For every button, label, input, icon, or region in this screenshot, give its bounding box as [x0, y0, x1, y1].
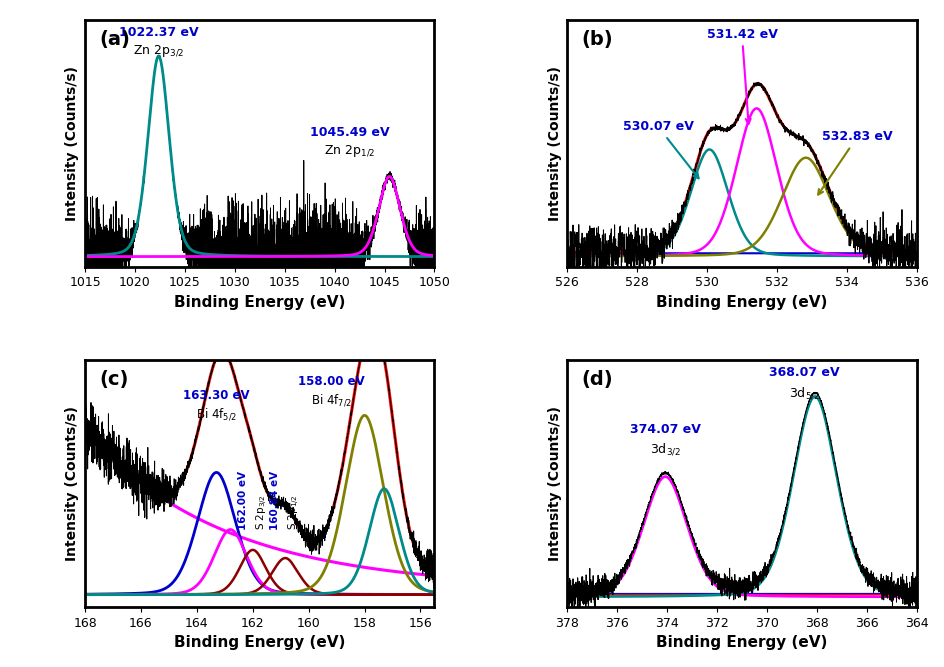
Text: Zn 2p$_{1/2}$: Zn 2p$_{1/2}$: [324, 144, 375, 159]
X-axis label: Binding Energy (eV): Binding Energy (eV): [655, 635, 827, 650]
Text: 530.07 eV: 530.07 eV: [622, 120, 698, 178]
Y-axis label: Intensity (Counts/s): Intensity (Counts/s): [65, 406, 79, 561]
Text: 532.83 eV: 532.83 eV: [818, 130, 892, 195]
Text: 1022.37 eV: 1022.37 eV: [119, 26, 198, 39]
X-axis label: Binding Energy (eV): Binding Energy (eV): [655, 295, 827, 310]
Y-axis label: Intensity (Counts/s): Intensity (Counts/s): [548, 66, 561, 221]
Text: Zn 2p$_{3/2}$: Zn 2p$_{3/2}$: [133, 43, 184, 59]
X-axis label: Binding Energy (eV): Binding Energy (eV): [174, 635, 346, 650]
Y-axis label: Intensity (Counts/s): Intensity (Counts/s): [65, 66, 79, 221]
Text: 3d$_{5/2}$: 3d$_{5/2}$: [788, 386, 818, 401]
Text: 1045.49 eV: 1045.49 eV: [310, 126, 389, 139]
Text: S 2p$_{1/2}$: S 2p$_{1/2}$: [287, 494, 302, 530]
Text: S 2p$_{3/2}$: S 2p$_{3/2}$: [255, 494, 270, 530]
Text: Bi 4f$_{7/2}$: Bi 4f$_{7/2}$: [311, 392, 351, 408]
Y-axis label: Intensity (Counts/s): Intensity (Counts/s): [548, 406, 561, 561]
Text: 374.07 eV: 374.07 eV: [630, 422, 700, 436]
Text: 158.00 eV: 158.00 eV: [297, 375, 364, 388]
Text: 3d$_{3/2}$: 3d$_{3/2}$: [649, 442, 680, 457]
Text: 531.42 eV: 531.42 eV: [706, 27, 777, 124]
Text: (a): (a): [99, 30, 129, 49]
Text: (c): (c): [99, 370, 128, 390]
Text: (b): (b): [581, 30, 613, 49]
Text: 160.84 eV: 160.84 eV: [270, 470, 279, 530]
Text: 162.00 eV: 162.00 eV: [238, 470, 247, 530]
Text: 368.07 eV: 368.07 eV: [768, 366, 839, 380]
Text: 163.30 eV: 163.30 eV: [183, 389, 249, 402]
Text: Bi 4f$_{5/2}$: Bi 4f$_{5/2}$: [195, 406, 237, 422]
Text: (d): (d): [581, 370, 613, 390]
X-axis label: Binding Energy (eV): Binding Energy (eV): [174, 295, 346, 310]
